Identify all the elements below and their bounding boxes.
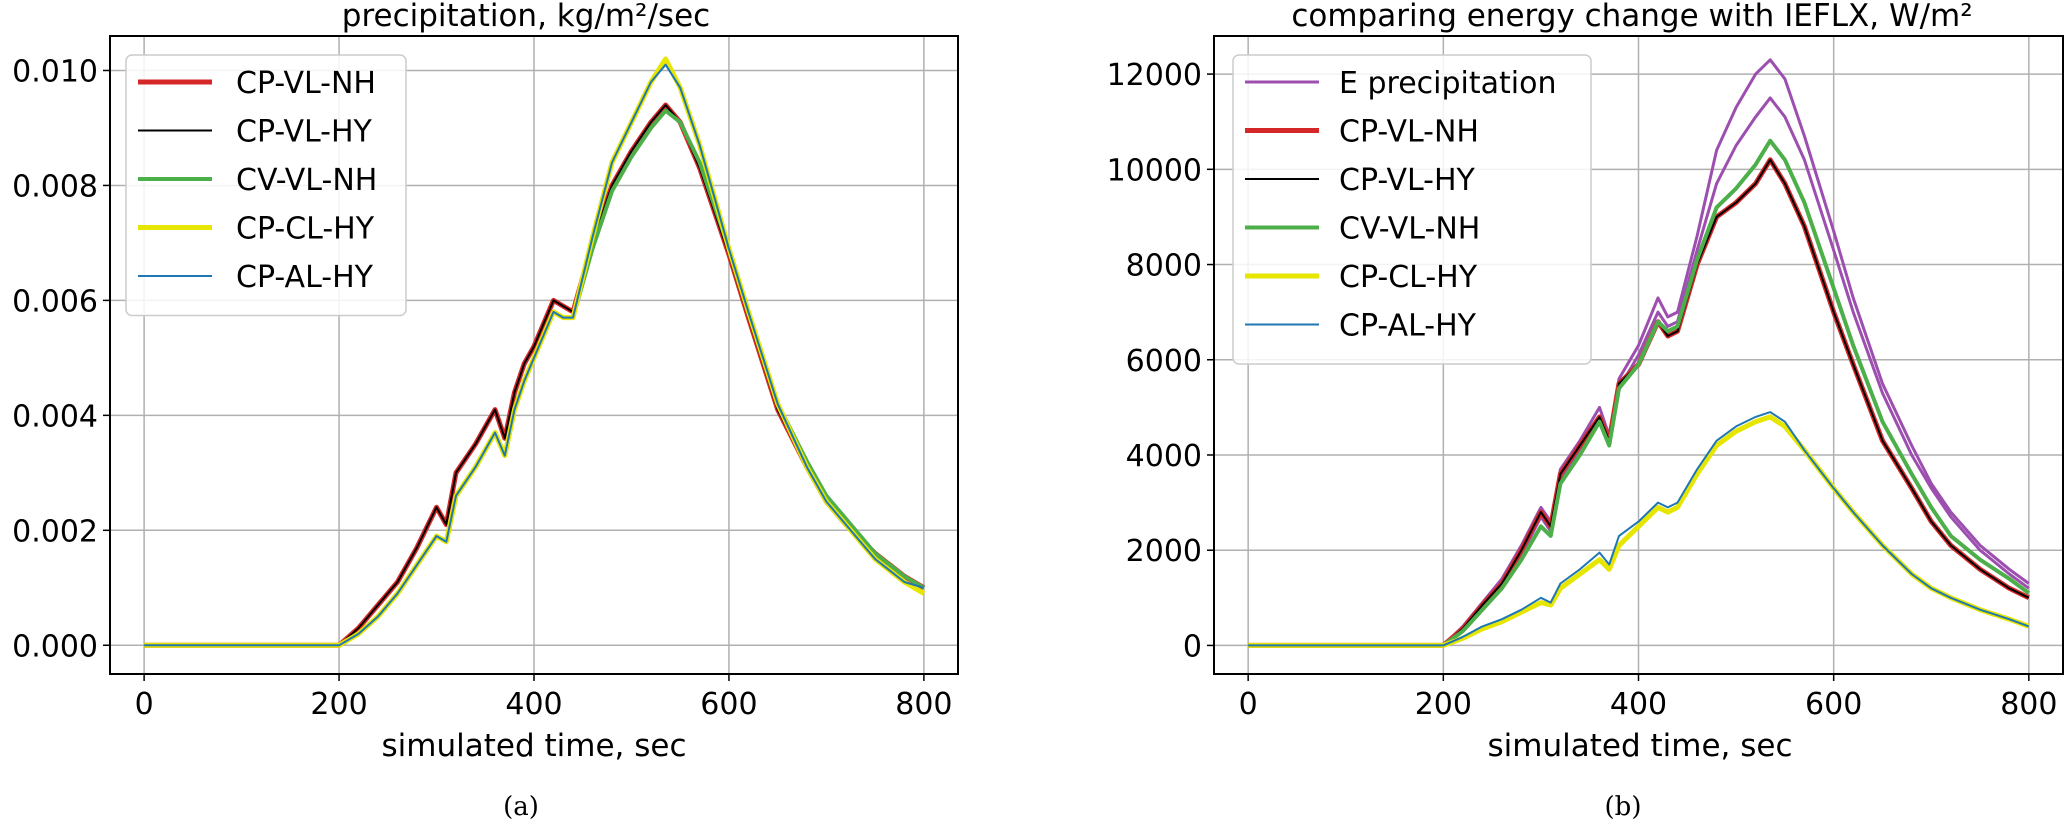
y-tick-label: 0.006	[12, 284, 98, 319]
chart-panel-a: precipitation, kg/m²/sec 0 200 400 600 800 0.…	[12, 0, 959, 822]
legend-label: CP-AL-HY	[236, 260, 374, 295]
legend-label: CV-VL-NH	[1339, 212, 1480, 247]
legend-label: CP-CL-HY	[1339, 260, 1478, 295]
series-line-cp-al-hy	[1248, 411, 2030, 647]
y-tick-label: 6000	[1126, 344, 1202, 379]
y-tick-label: 10000	[1107, 153, 1202, 188]
legend-label: CP-VL-NH	[1339, 115, 1479, 150]
y-tick-label: 0.004	[12, 399, 98, 434]
legend-label: E precipitation	[1339, 66, 1557, 101]
y-tick-label: 0.002	[12, 514, 98, 549]
y-tick-label: 0.010	[12, 54, 98, 89]
y-tick-label: 12000	[1107, 58, 1202, 93]
y-tick-label: 4000	[1126, 439, 1202, 474]
legend-box	[125, 54, 407, 317]
x-axis-label: simulated time, sec	[382, 728, 687, 764]
panel-caption: (a)	[503, 792, 539, 822]
x-tick-label: 600	[700, 687, 757, 722]
legend-label: CP-VL-HY	[1339, 163, 1476, 198]
x-tick-label: 400	[1610, 687, 1667, 722]
legend-label: CV-VL-NH	[236, 163, 377, 198]
legend-box	[1232, 54, 1592, 365]
legend-label: CP-CL-HY	[236, 212, 375, 247]
panel-caption: (b)	[1605, 792, 1642, 822]
chart-title: precipitation, kg/m²/sec	[342, 0, 710, 34]
legend-label: CP-VL-HY	[236, 115, 373, 150]
y-tick-label: 2000	[1126, 534, 1202, 569]
x-tick-label: 800	[2000, 687, 2057, 722]
y-tick-label: 8000	[1126, 249, 1202, 284]
y-tick-label: 0.008	[12, 169, 98, 204]
chart-title: comparing energy change with IEFLX, W/m²	[1291, 0, 1972, 34]
series-line-cp-vl-hy	[1248, 158, 2030, 647]
y-tick-label: 0.000	[12, 629, 98, 664]
x-axis-label: simulated time, sec	[1488, 728, 1793, 764]
x-tick-label: 0	[1239, 687, 1258, 722]
legend-label: CP-VL-NH	[236, 66, 376, 101]
chart-panel-b: comparing energy change with IEFLX, W/m²…	[1107, 0, 2064, 822]
legend-label: CP-AL-HY	[1339, 309, 1477, 344]
series-line-cp-al-hy	[144, 63, 925, 647]
y-tick-label: 0	[1183, 629, 1202, 664]
x-tick-label: 200	[310, 687, 367, 722]
x-tick-label: 200	[1415, 687, 1472, 722]
x-tick-label: 0	[135, 687, 154, 722]
x-tick-label: 600	[1805, 687, 1862, 722]
series-line-cv-vl-nh	[1248, 138, 2030, 648]
x-tick-label: 400	[505, 687, 562, 722]
x-tick-label: 800	[895, 687, 952, 722]
